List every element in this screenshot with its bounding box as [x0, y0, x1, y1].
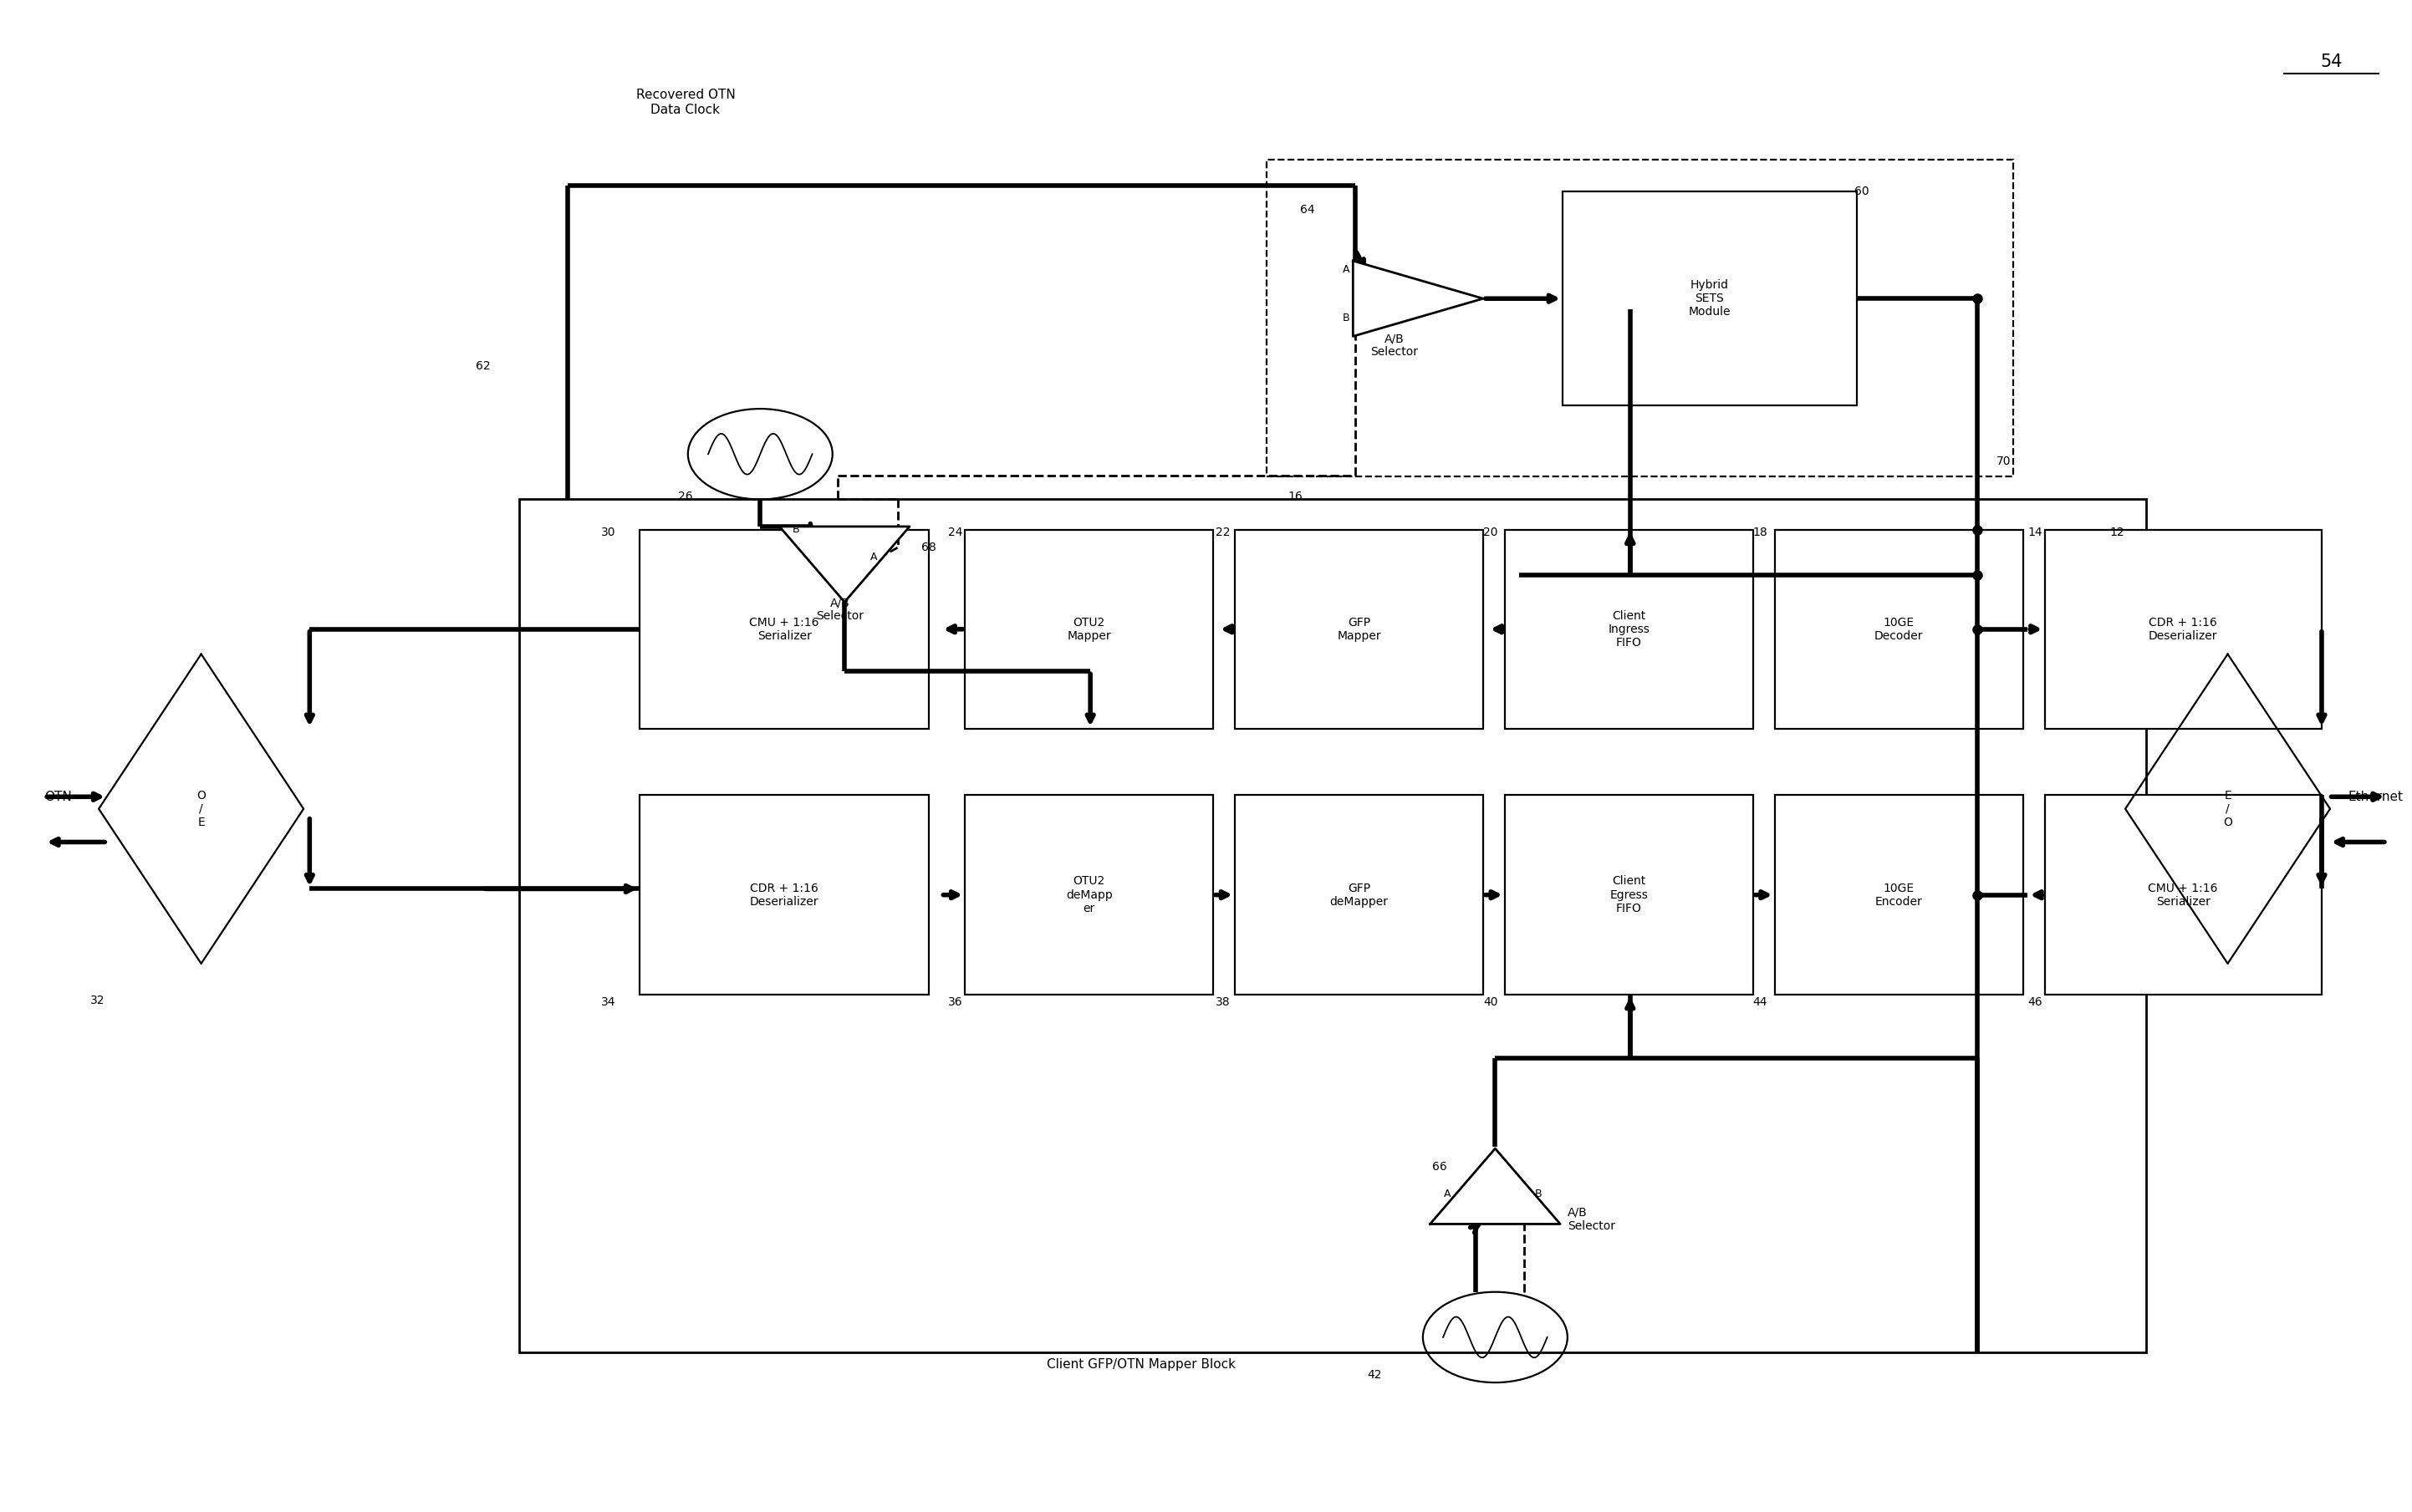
Text: 36: 36 — [948, 996, 962, 1009]
Polygon shape — [1430, 1149, 1561, 1225]
Text: Client
Egress
FIFO: Client Egress FIFO — [1609, 875, 1647, 915]
Polygon shape — [99, 655, 304, 963]
Bar — [2045, 795, 2323, 995]
Text: 44: 44 — [1754, 996, 1768, 1009]
Text: CMU + 1:16
Serializer: CMU + 1:16 Serializer — [750, 617, 820, 641]
Text: CMU + 1:16
Serializer: CMU + 1:16 Serializer — [2149, 883, 2219, 907]
Text: 54: 54 — [2320, 53, 2342, 70]
Bar — [1235, 795, 1483, 995]
Text: OTU2
deMapp
er: OTU2 deMapp er — [1066, 875, 1112, 915]
Text: 38: 38 — [1216, 996, 1230, 1009]
Text: OTU2
Mapper: OTU2 Mapper — [1066, 617, 1112, 641]
Bar — [1505, 529, 1754, 729]
Text: 26: 26 — [678, 490, 692, 502]
Text: A/B
Selector: A/B Selector — [1568, 1207, 1616, 1232]
Polygon shape — [2125, 655, 2330, 963]
Text: B: B — [794, 525, 801, 535]
Text: 20: 20 — [1483, 526, 1498, 538]
Text: 24: 24 — [948, 526, 962, 538]
Text: 68: 68 — [921, 541, 936, 553]
Text: Recovered OTN
Data Clock: Recovered OTN Data Clock — [637, 89, 736, 116]
Bar — [965, 795, 1213, 995]
Text: Client
Ingress
FIFO: Client Ingress FIFO — [1609, 609, 1650, 649]
Bar — [1505, 795, 1754, 995]
Bar — [639, 529, 929, 729]
Text: GFP
deMapper: GFP deMapper — [1329, 883, 1389, 907]
Text: CDR + 1:16
Deserializer: CDR + 1:16 Deserializer — [750, 883, 818, 907]
Text: 60: 60 — [1855, 186, 1869, 197]
Text: CDR + 1:16
Deserializer: CDR + 1:16 Deserializer — [2149, 617, 2217, 641]
Bar — [1235, 529, 1483, 729]
Text: 14: 14 — [2028, 526, 2043, 538]
Text: B: B — [1534, 1188, 1541, 1199]
Text: A: A — [1442, 1188, 1450, 1199]
Text: 10GE
Encoder: 10GE Encoder — [1874, 883, 1922, 907]
Bar — [1775, 795, 2024, 995]
Text: 66: 66 — [1433, 1161, 1447, 1172]
Text: B: B — [1341, 313, 1348, 324]
Text: OTN: OTN — [43, 791, 72, 803]
Text: 42: 42 — [1368, 1370, 1382, 1380]
Text: A/B
Selector: A/B Selector — [1370, 333, 1418, 358]
Text: 34: 34 — [601, 996, 615, 1009]
Text: 70: 70 — [1997, 455, 2012, 467]
Text: 10GE
Decoder: 10GE Decoder — [1874, 617, 1922, 641]
Text: 62: 62 — [475, 361, 490, 372]
Text: 16: 16 — [1288, 490, 1302, 502]
Text: Client GFP/OTN Mapper Block: Client GFP/OTN Mapper Block — [1047, 1358, 1235, 1371]
Text: 46: 46 — [2028, 996, 2043, 1009]
Text: O
/
E: O / E — [198, 789, 205, 829]
Bar — [1775, 529, 2024, 729]
Bar — [1563, 192, 1857, 405]
Text: 32: 32 — [89, 995, 104, 1007]
Text: 18: 18 — [1754, 526, 1768, 538]
Text: A/B
Selector: A/B Selector — [815, 597, 863, 621]
Text: 22: 22 — [1216, 526, 1230, 538]
Text: 40: 40 — [1483, 996, 1498, 1009]
Text: GFP
Mapper: GFP Mapper — [1336, 617, 1382, 641]
Text: E
/
O: E / O — [2224, 789, 2231, 829]
Bar — [2045, 529, 2323, 729]
Polygon shape — [1353, 262, 1483, 336]
Bar — [1266, 160, 2014, 476]
Bar — [519, 499, 2147, 1352]
Text: 30: 30 — [601, 526, 615, 538]
Text: Ethernet: Ethernet — [2349, 791, 2405, 803]
Text: A: A — [1341, 265, 1348, 275]
Bar — [639, 795, 929, 995]
Text: 12: 12 — [2110, 526, 2125, 538]
Text: 64: 64 — [1300, 204, 1315, 215]
Text: Hybrid
SETS
Module: Hybrid SETS Module — [1688, 280, 1732, 318]
Text: A: A — [871, 552, 878, 562]
Bar — [965, 529, 1213, 729]
Polygon shape — [779, 526, 909, 602]
